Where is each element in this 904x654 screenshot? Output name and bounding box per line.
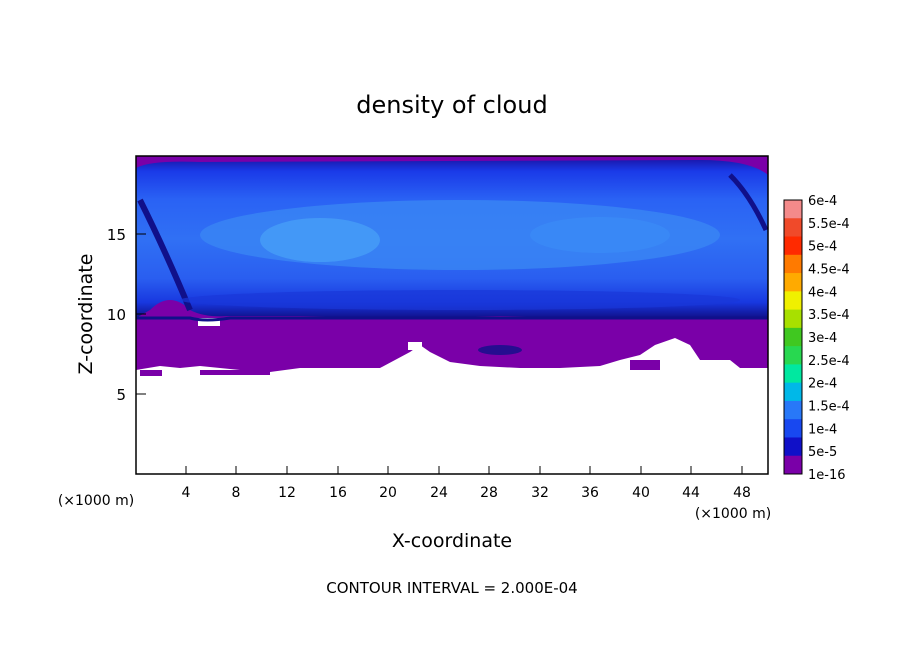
colorbar-swatch (784, 382, 802, 402)
cloud-edge-contour-right (728, 173, 769, 232)
plot-area (135, 155, 769, 475)
colorbar-label: 1e-16 (808, 468, 846, 483)
x-tick-label: 44 (682, 485, 700, 501)
chart-title: density of cloud (356, 91, 547, 119)
x-tick-label: 8 (232, 485, 241, 501)
colorbar-label: 3e-4 (808, 331, 837, 346)
x-unit-label-right: (×1000 m) (695, 506, 771, 522)
colorbar-label: 1.5e-4 (808, 400, 850, 415)
clear-gap (408, 342, 422, 350)
cloud-core (530, 217, 670, 253)
x-tick-label: 16 (329, 485, 347, 501)
colorbar-swatch (784, 364, 802, 384)
y-axis-label: Z-coordinate (75, 254, 97, 375)
cloud-fragment (200, 370, 270, 375)
colorbar-label: 5e-4 (808, 240, 837, 255)
colorbar-swatch (784, 309, 802, 329)
colorbar-label: 3.5e-4 (808, 308, 850, 323)
x-tick-label: 48 (733, 485, 751, 501)
colorbar-label: 6e-4 (808, 194, 837, 209)
small-cloud-core (478, 345, 522, 355)
contour-interval-note: CONTOUR INTERVAL = 2.000E-04 (326, 579, 577, 597)
x-tick-label: 24 (430, 485, 448, 501)
x-axis-label: X-coordinate (392, 530, 512, 552)
colorbar-swatch (784, 254, 802, 274)
cloud-fragment (140, 370, 162, 376)
cloud-base-contour (136, 316, 768, 322)
cloud-core (260, 218, 380, 262)
y-tick-label: 15 (107, 226, 126, 244)
colorbar-label: 2.5e-4 (808, 354, 850, 369)
colorbar-swatch (784, 273, 802, 292)
colorbar-label: 4e-4 (808, 285, 837, 300)
colorbar-swatch (784, 400, 802, 420)
colorbar-swatch (784, 291, 802, 311)
colorbar-label: 2e-4 (808, 377, 837, 392)
colorbar-swatch (784, 218, 802, 238)
colorbar-swatch (784, 236, 802, 256)
colorbar-swatch (784, 327, 802, 347)
colorbar: 6e-4 5.5e-4 5e-4 4.5e-4 4e-4 3.5e-4 3e-4 2.5e-4… (783, 194, 850, 483)
x-ticks (185, 466, 743, 474)
colorbar-label: 1e-4 (808, 422, 837, 437)
colorbar-swatch (784, 455, 802, 475)
colorbar-swatch (784, 419, 802, 438)
clear-gap (198, 318, 220, 326)
cloud-base-band (180, 290, 740, 310)
x-tick-label: 20 (379, 485, 397, 501)
y-tick-label: 5 (116, 386, 126, 404)
colorbar-swatch (784, 346, 802, 365)
x-tick-label: 12 (278, 485, 296, 501)
colorbar-label: 5e-5 (808, 445, 837, 460)
colorbar-frame (783, 199, 803, 475)
colorbar-label: 4.5e-4 (808, 263, 850, 278)
x-tick-label: 28 (480, 485, 498, 501)
y-tick-labels: 5 10 15 (107, 226, 126, 404)
colorbar-swatch (784, 437, 802, 457)
plot-frame (135, 155, 769, 475)
colorbar-swatch (784, 200, 802, 219)
cloud-edge-contour-left (137, 198, 193, 312)
colorbar-label: 5.5e-4 (808, 217, 850, 232)
y-ticks (136, 233, 146, 395)
x-tick-label: 32 (531, 485, 549, 501)
y-tick-label: 10 (107, 306, 126, 324)
x-tick-label: 40 (632, 485, 650, 501)
x-unit-label-left: (×1000 m) (58, 493, 134, 509)
x-tick-labels: 4 8 12 16 20 24 28 32 36 40 44 48 (182, 485, 751, 501)
x-tick-label: 36 (581, 485, 599, 501)
x-tick-label: 4 (182, 485, 191, 501)
cloud-fragment (630, 360, 660, 370)
